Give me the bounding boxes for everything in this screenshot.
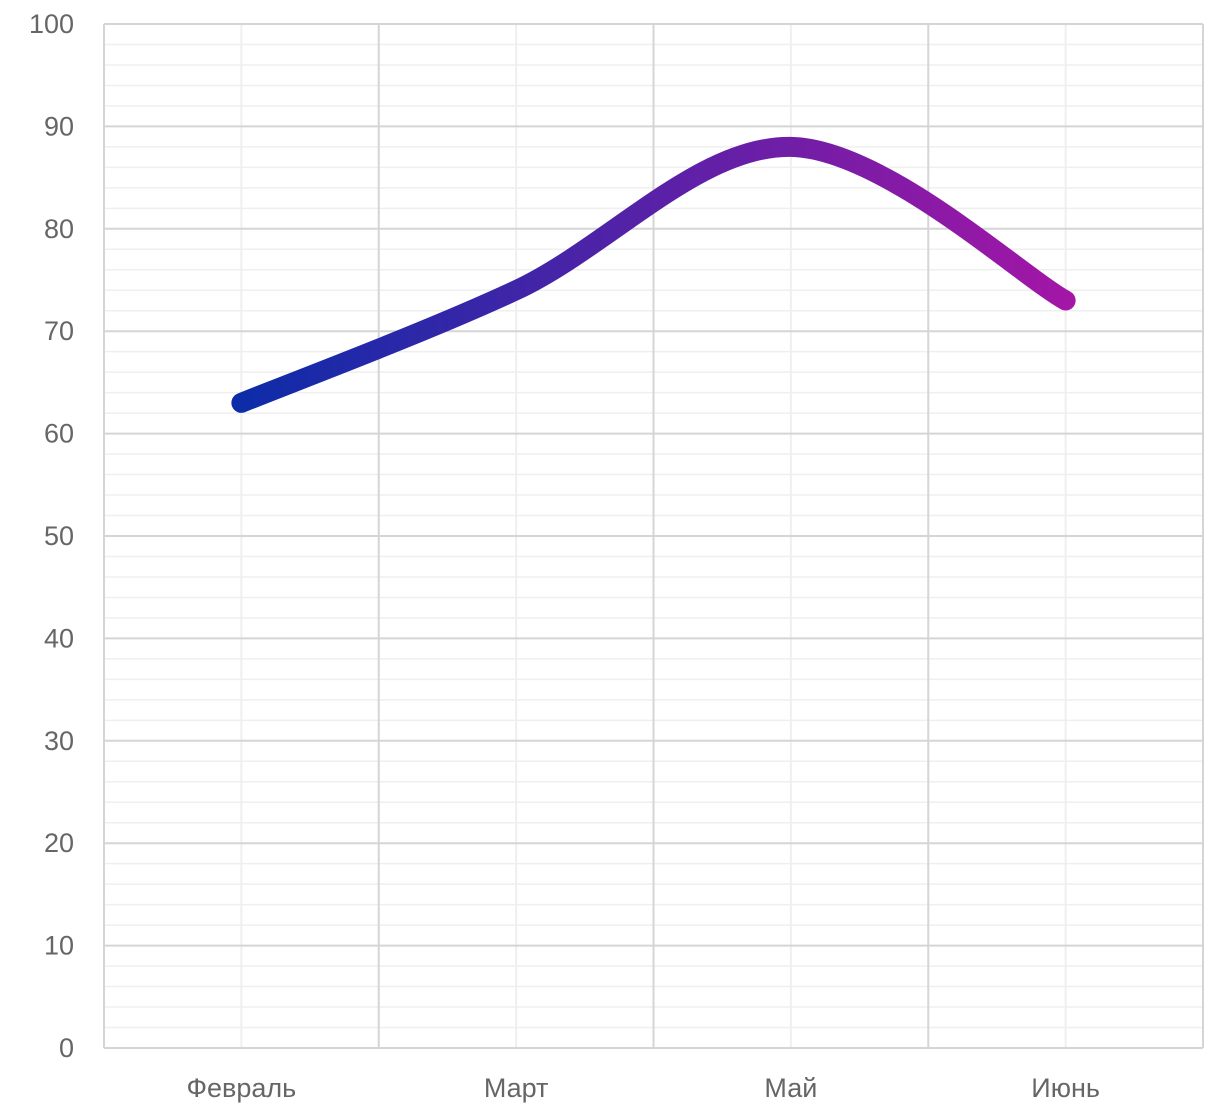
y-tick-label: 0	[59, 1033, 74, 1063]
y-tick-label: 50	[44, 521, 74, 551]
y-tick-label: 40	[44, 623, 74, 653]
major-gridlines	[103, 23, 1204, 1049]
series-line	[231, 136, 1076, 413]
y-tick-label: 100	[29, 9, 74, 39]
y-tick-label: 20	[44, 828, 74, 858]
y-tick-label: 70	[44, 316, 74, 346]
y-tick-label: 10	[44, 931, 74, 961]
x-axis: Февраль Март Май Июнь	[187, 1073, 1100, 1103]
y-tick-label: 60	[44, 419, 74, 449]
y-tick-label: 80	[44, 214, 74, 244]
x-tick-label: Февраль	[187, 1073, 297, 1103]
y-axis: 0 10 20 30 40 50 60 70 80 90 100	[29, 9, 74, 1063]
series-group	[231, 136, 1076, 413]
x-tick-label: Июнь	[1031, 1073, 1100, 1103]
y-tick-label: 90	[44, 111, 74, 141]
y-tick-label: 30	[44, 726, 74, 756]
x-tick-label: Май	[764, 1073, 817, 1103]
x-tick-label: Март	[484, 1073, 549, 1103]
